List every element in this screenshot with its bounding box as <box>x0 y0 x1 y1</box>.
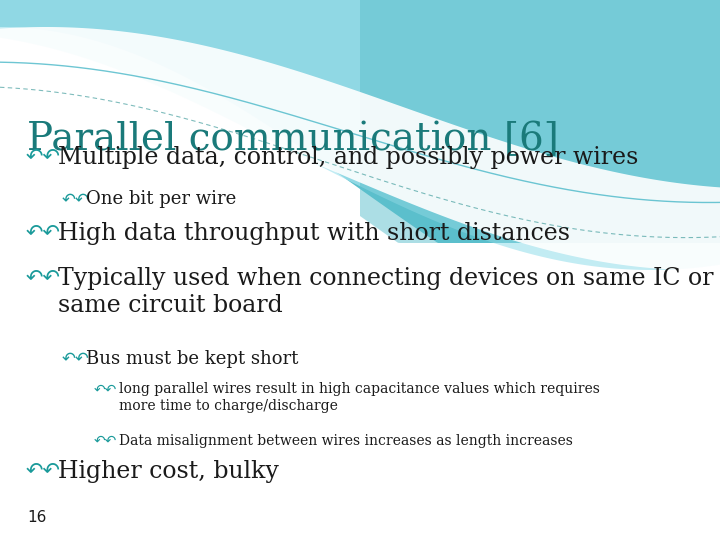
Text: ↶↶: ↶↶ <box>61 190 89 208</box>
Text: ↶↶: ↶↶ <box>94 382 117 396</box>
Text: Higher cost, bulky: Higher cost, bulky <box>58 460 279 483</box>
Text: ↶↶: ↶↶ <box>61 350 89 368</box>
Polygon shape <box>0 27 720 270</box>
Text: High data throughput with short distances: High data throughput with short distance… <box>58 222 570 246</box>
Text: 16: 16 <box>27 510 47 525</box>
Text: ↶↶: ↶↶ <box>25 460 60 480</box>
Text: Data misalignment between wires increases as length increases: Data misalignment between wires increase… <box>119 434 572 448</box>
Text: ↶↶: ↶↶ <box>94 434 117 448</box>
Text: Parallel communication [6]: Parallel communication [6] <box>27 122 559 159</box>
Text: long parallel wires result in high capacitance values which requires
more time t: long parallel wires result in high capac… <box>119 382 600 413</box>
Text: ↶↶: ↶↶ <box>25 222 60 242</box>
Text: One bit per wire: One bit per wire <box>86 190 237 208</box>
Text: Typically used when connecting devices on same IC or
same circuit board: Typically used when connecting devices o… <box>58 267 713 318</box>
Text: Bus must be kept short: Bus must be kept short <box>86 350 299 368</box>
Polygon shape <box>0 0 720 243</box>
Polygon shape <box>360 0 720 243</box>
Text: ↶↶: ↶↶ <box>25 267 60 287</box>
Polygon shape <box>0 0 720 270</box>
Text: ↶↶: ↶↶ <box>25 146 60 166</box>
Text: Multiple data, control, and possibly power wires: Multiple data, control, and possibly pow… <box>58 146 638 169</box>
